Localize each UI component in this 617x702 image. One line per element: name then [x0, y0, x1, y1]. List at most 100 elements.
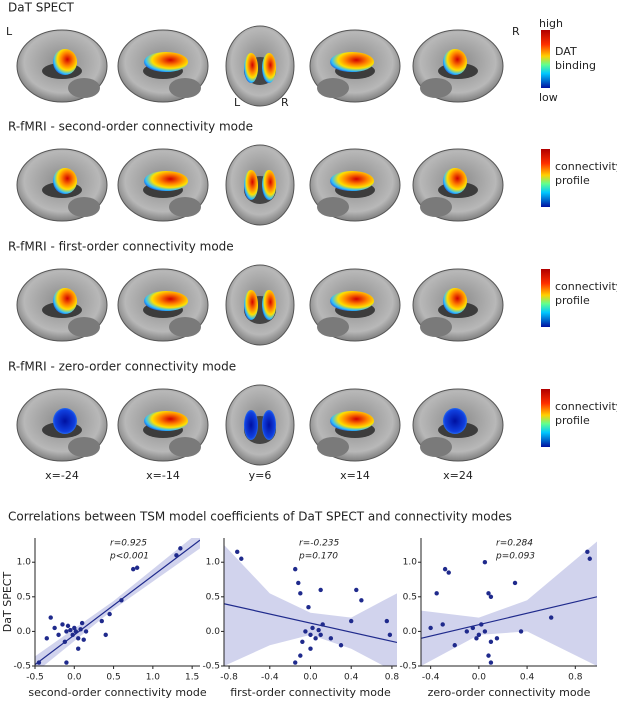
activation — [262, 170, 276, 200]
slice-label: x=-14 — [146, 469, 180, 482]
activation — [244, 290, 258, 320]
data-point — [452, 643, 457, 648]
data-point — [298, 591, 303, 596]
data-point — [298, 653, 303, 658]
x-tick-label: 0.0 — [67, 673, 82, 683]
x-tick-label: -0.5 — [26, 673, 44, 683]
data-point — [79, 620, 85, 626]
x-tick-label: -0.4 — [261, 673, 279, 683]
activation — [262, 410, 276, 440]
data-point — [310, 625, 315, 631]
annotation: r=0.284 — [496, 539, 533, 549]
brain-detail — [317, 197, 349, 217]
data-point — [56, 632, 61, 638]
confidence-band — [224, 544, 397, 666]
row-title: DaT SPECT — [8, 1, 75, 15]
data-point — [78, 627, 83, 632]
data-point — [239, 556, 244, 561]
data-point — [68, 627, 73, 633]
data-point — [316, 627, 321, 633]
x-tick-label: 0.0 — [303, 673, 318, 683]
data-point — [76, 636, 81, 641]
data-point — [99, 618, 104, 624]
x-axis-label: zero-order connectivity mode — [428, 686, 591, 699]
data-point — [107, 611, 112, 617]
data-point — [70, 632, 75, 638]
row-title: R-fMRI - second-order connectivity mode — [8, 120, 253, 134]
data-point — [62, 639, 68, 644]
y-tick-label: -0.5 — [13, 662, 31, 672]
annotation: r=-0.235 — [299, 539, 340, 549]
brain-detail — [420, 437, 452, 457]
data-point — [488, 594, 494, 600]
data-point — [464, 629, 470, 634]
data-point — [320, 622, 325, 627]
activation — [330, 411, 374, 431]
y-tick-label: -0.5 — [399, 662, 417, 672]
activation — [144, 411, 188, 431]
brain-detail — [68, 197, 100, 217]
brain-detail — [169, 437, 201, 457]
data-point — [474, 636, 479, 641]
data-point — [235, 549, 240, 555]
y-tick-label: 0.0 — [206, 627, 221, 637]
data-point — [442, 566, 448, 572]
data-point — [44, 636, 49, 641]
data-point — [131, 566, 136, 572]
x-axis-label: second-order connectivity mode — [28, 686, 206, 699]
colorbar-label: connectivity — [555, 160, 617, 173]
colorbar-label: profile — [555, 294, 590, 307]
colorbar-label: high — [539, 17, 563, 30]
x-tick-label: -0.4 — [422, 673, 440, 683]
activation — [443, 49, 467, 75]
data-point — [482, 560, 488, 565]
activation — [144, 171, 188, 191]
x-tick-label: 0.4 — [520, 673, 535, 683]
data-point — [488, 639, 494, 644]
y-tick-label: 1.0 — [403, 558, 418, 568]
data-point — [60, 622, 65, 627]
row-title: R-fMRI - first-order connectivity mode — [8, 240, 234, 254]
data-point — [470, 625, 476, 631]
colorbar-label: low — [539, 91, 558, 104]
data-point — [387, 632, 393, 638]
x-tick-label: 1.0 — [146, 673, 161, 683]
hemisphere-label: L — [6, 25, 13, 38]
data-point — [83, 629, 89, 634]
x-tick-label: 0.8 — [568, 673, 583, 683]
colorbar-label: connectivity — [555, 280, 617, 293]
colorbar — [541, 269, 550, 327]
annotation: p=0.093 — [495, 552, 535, 562]
annotation: p<0.001 — [109, 552, 149, 562]
data-point — [308, 632, 313, 638]
colorbar-label: binding — [555, 59, 596, 72]
data-point — [36, 660, 42, 665]
brain-detail — [317, 317, 349, 337]
data-point — [440, 622, 445, 627]
data-point — [446, 570, 451, 575]
data-point — [518, 629, 524, 634]
brain-detail — [317, 78, 349, 98]
x-tick-label: 0.4 — [344, 673, 359, 683]
x-tick-label: 0.8 — [385, 673, 400, 683]
activation — [443, 408, 467, 434]
y-tick-label: 0.0 — [17, 627, 32, 637]
y-tick-label: 1.0 — [17, 558, 32, 568]
data-point — [178, 546, 183, 551]
data-point — [512, 580, 518, 586]
slice-label: x=-24 — [45, 469, 79, 482]
slice-label: x=24 — [443, 469, 473, 482]
data-point — [48, 615, 53, 620]
data-point — [428, 625, 433, 631]
activation — [144, 52, 188, 72]
x-tick-label: 0.5 — [106, 673, 120, 683]
hemisphere-label: R — [512, 25, 520, 38]
data-point — [434, 591, 439, 596]
confidence-band — [421, 541, 597, 666]
activation — [53, 49, 77, 75]
row-title: R-fMRI - zero-order connectivity mode — [8, 360, 236, 374]
activation — [443, 288, 467, 314]
data-point — [482, 629, 488, 634]
y-tick-label: 0.5 — [17, 592, 31, 602]
